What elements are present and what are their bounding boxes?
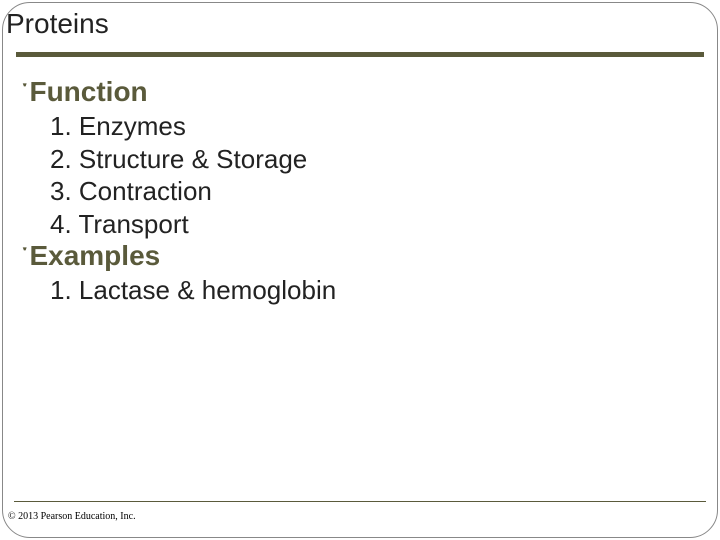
bullet-icon: ་ — [22, 244, 27, 270]
list-item: 2. Structure & Storage — [50, 143, 698, 176]
list-item: 3. Contraction — [50, 175, 698, 208]
list-item: 1. Enzymes — [50, 110, 698, 143]
bullet-icon: ་ — [22, 80, 27, 106]
slide-title: Proteins — [6, 8, 109, 40]
list-item: 1. Lactase & hemoglobin — [50, 274, 698, 307]
section-heading: Function — [29, 76, 147, 108]
slide-content: ་ Function 1. Enzymes 2. Structure & Sto… — [22, 76, 698, 307]
footer-line — [14, 501, 706, 502]
section-heading-row: ་ Examples — [22, 240, 698, 272]
list-item: 4. Transport — [50, 208, 698, 241]
section-heading-row: ་ Function — [22, 76, 698, 108]
copyright-text: © 2013 Pearson Education, Inc. — [8, 511, 136, 522]
section-heading: Examples — [29, 240, 160, 272]
title-underline — [16, 52, 704, 57]
